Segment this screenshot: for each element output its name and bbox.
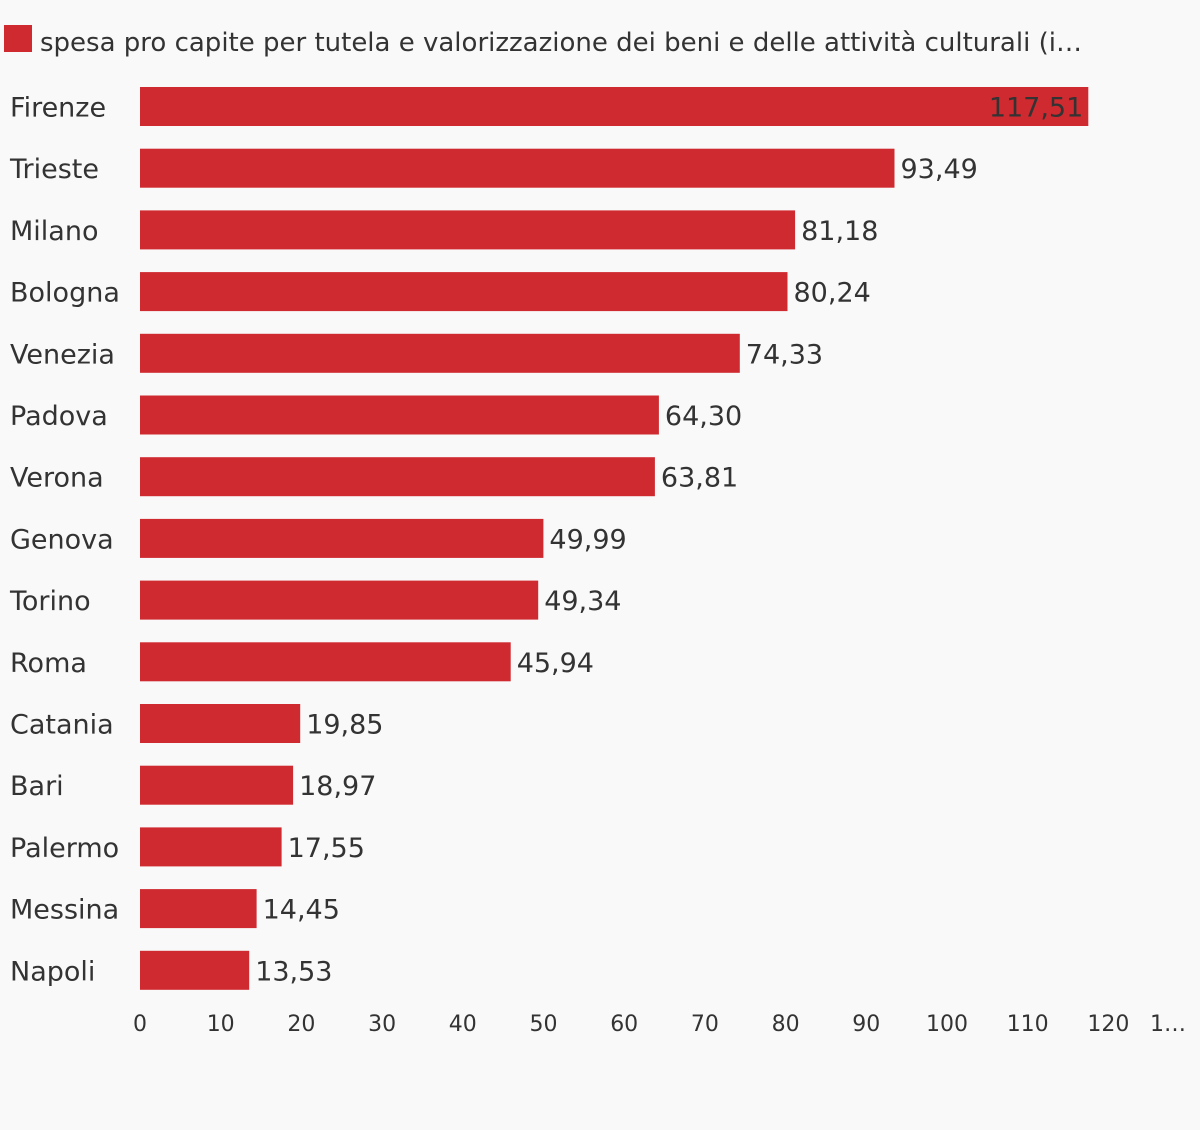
category-label: Firenze (10, 93, 106, 124)
value-label: 81,18 (801, 216, 878, 247)
bar-bologna (140, 272, 788, 312)
category-label: Roma (10, 648, 87, 679)
legend-label: spesa pro capite per tutela e valorizzaz… (40, 28, 1082, 58)
category-label: Catania (10, 710, 114, 741)
x-tick-label: 1… (1150, 1012, 1186, 1037)
value-label: 80,24 (794, 278, 871, 309)
value-label: 17,55 (288, 833, 365, 864)
bar-torino (140, 580, 539, 620)
bars (140, 87, 1089, 990)
value-label: 49,99 (549, 524, 626, 555)
bar-firenze (140, 87, 1089, 126)
value-label: 74,33 (746, 339, 823, 370)
category-label: Bologna (10, 278, 120, 309)
value-label: 45,94 (517, 648, 594, 679)
category-label: Napoli (10, 956, 95, 987)
bar-padova (140, 395, 659, 435)
bar-palermo (140, 827, 282, 867)
category-label: Torino (9, 586, 91, 617)
legend: spesa pro capite per tutela e valorizzaz… (4, 25, 1082, 58)
category-label: Messina (10, 895, 119, 926)
x-tick-label: 70 (691, 1012, 719, 1037)
category-labels: Firenze Trieste Milano Bologna Venezia Padova… (9, 93, 120, 988)
legend-swatch (4, 25, 32, 52)
value-label: 14,45 (263, 895, 340, 926)
value-label: 49,34 (544, 586, 621, 617)
x-axis-ticks: 0 10 20 30 40 50 60 70 80 90 100 110 120 1… (133, 1012, 1186, 1037)
value-label: 117,51 (989, 93, 1083, 124)
x-tick-label: 90 (852, 1012, 880, 1037)
x-tick-label: 80 (772, 1012, 800, 1037)
x-tick-label: 120 (1087, 1012, 1129, 1037)
value-label: 13,53 (255, 956, 332, 987)
category-label: Padova (10, 401, 108, 432)
bar-milano (140, 210, 796, 250)
category-label: Genova (10, 524, 114, 555)
value-label: 19,85 (306, 710, 383, 741)
value-label: 64,30 (665, 401, 742, 432)
x-tick-label: 110 (1007, 1012, 1049, 1037)
x-tick-label: 60 (610, 1012, 638, 1037)
x-tick-label: 40 (449, 1012, 477, 1037)
bar-trieste (140, 148, 895, 188)
bar-napoli (140, 950, 250, 990)
category-label: Trieste (9, 154, 99, 185)
x-tick-label: 50 (530, 1012, 558, 1037)
x-tick-label: 30 (368, 1012, 396, 1037)
category-label: Bari (10, 771, 64, 802)
category-label: Milano (10, 216, 98, 247)
x-tick-label: 100 (926, 1012, 968, 1037)
category-label: Palermo (10, 833, 119, 864)
bar-roma (140, 642, 511, 682)
value-label: 93,49 (901, 154, 978, 185)
bar-catania (140, 704, 301, 743)
x-tick-label: 10 (207, 1012, 235, 1037)
x-tick-label: 0 (133, 1012, 147, 1037)
bar-bari (140, 765, 294, 805)
x-tick-label: 20 (287, 1012, 315, 1037)
bar-venezia (140, 333, 740, 373)
value-label: 18,97 (299, 771, 376, 802)
category-label: Verona (10, 463, 104, 494)
bar-verona (140, 457, 655, 497)
value-label: 63,81 (661, 463, 738, 494)
bar-genova (140, 518, 544, 558)
bar-messina (140, 889, 257, 929)
category-label: Venezia (10, 339, 115, 370)
